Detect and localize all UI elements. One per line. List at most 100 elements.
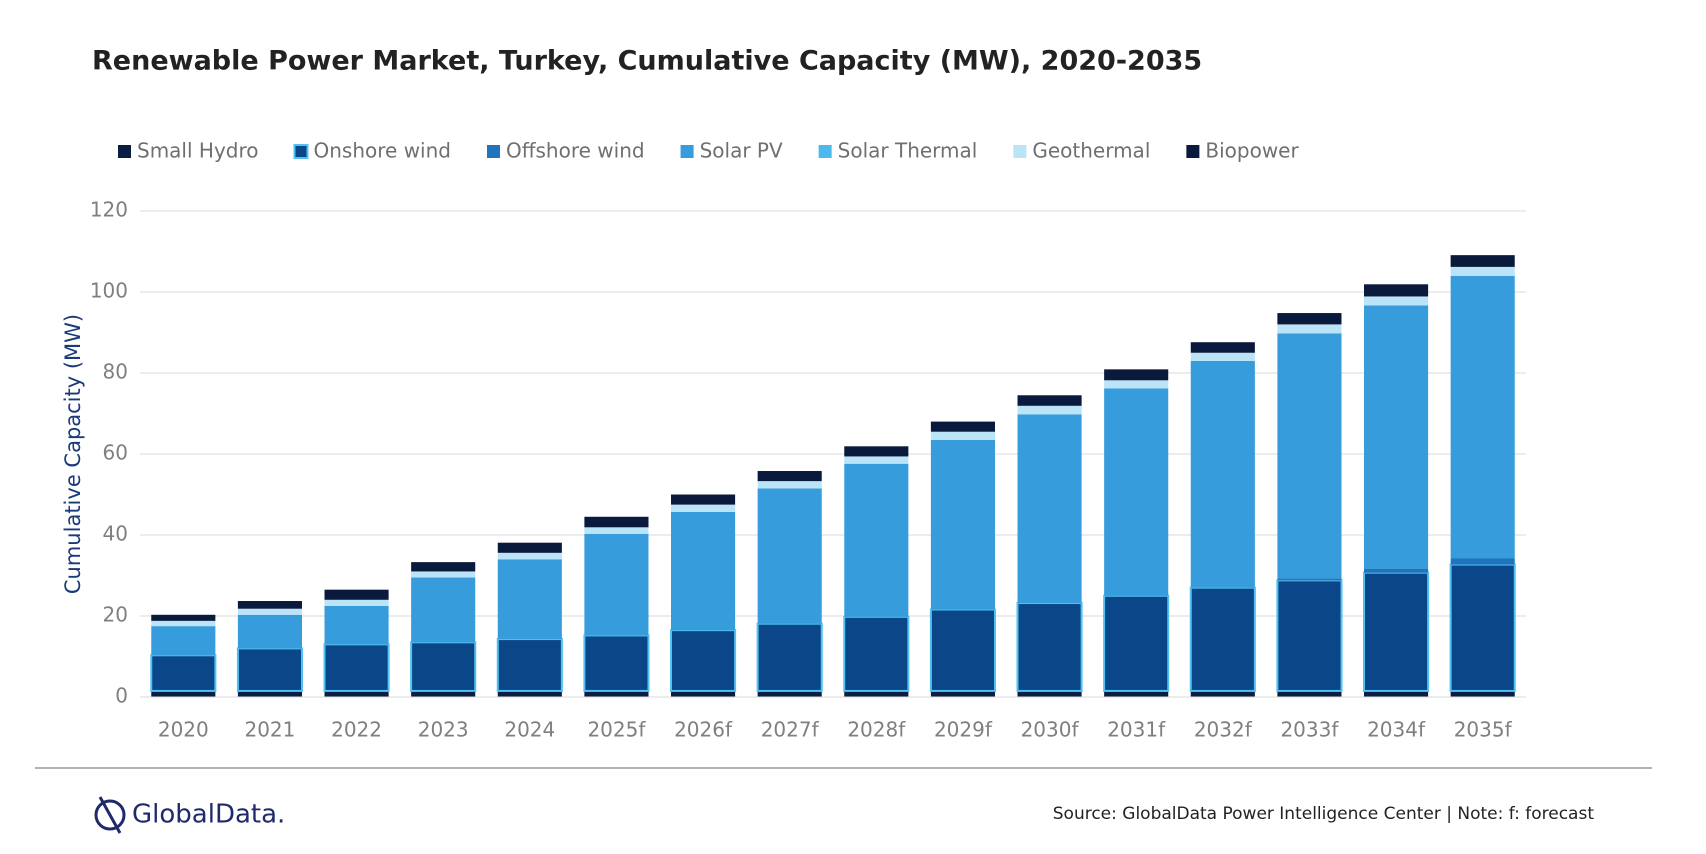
y-tick-label: 60 (103, 441, 128, 465)
bar-segment (757, 481, 822, 489)
bar-segment (411, 571, 476, 578)
bar-segment (1364, 305, 1429, 569)
bar-segment (1017, 395, 1082, 406)
y-tick-label: 0 (115, 684, 128, 708)
bar-segment (236, 647, 303, 692)
legend-swatch (293, 144, 309, 159)
legend-label: Solar PV (700, 139, 783, 163)
bar-segment (584, 527, 649, 534)
bar-segment (1363, 571, 1430, 692)
bar-segment (671, 690, 736, 697)
bar-segment (1017, 690, 1082, 697)
legend-label: Biopower (1205, 139, 1299, 163)
x-tick-label: 2024 (504, 718, 555, 742)
legend-label: Solar Thermal (838, 139, 978, 163)
bar-segment (1450, 275, 1515, 559)
bar-segment (411, 690, 476, 697)
legend-swatch (818, 145, 832, 158)
bar-segment (410, 641, 477, 692)
bar-segment (1364, 690, 1429, 697)
y-tick-label: 20 (103, 603, 128, 627)
bar-segment (930, 690, 995, 697)
bar-segment (584, 690, 649, 697)
bar-segment (930, 439, 995, 610)
legend-label: Offshore wind (506, 139, 645, 163)
bar-segment (1104, 388, 1169, 596)
bar-segment (1190, 352, 1255, 361)
legend-label: Small Hydro (137, 139, 259, 163)
bar-segment (1017, 414, 1082, 604)
x-tick-label: 2028f (847, 718, 906, 742)
bar-segment (670, 629, 737, 692)
x-tick-label: 2034f (1367, 718, 1426, 742)
bar-segment (1277, 313, 1342, 325)
bar-segment (324, 690, 389, 697)
bar-segment (584, 516, 649, 528)
bar-segment (411, 577, 476, 643)
bar-segment (1016, 602, 1083, 692)
bar-segment (756, 622, 823, 692)
y-tick-label: 100 (90, 279, 128, 303)
x-tick-label: 2022 (331, 718, 382, 742)
legend-swatch (1013, 145, 1027, 158)
bar-segment (323, 643, 390, 692)
bar-segment (929, 608, 996, 692)
bar-segment (757, 488, 822, 624)
x-tick-label: 2026f (674, 718, 733, 742)
bar-segment (930, 431, 995, 440)
bar-segment (843, 615, 910, 692)
bar-segment (1277, 324, 1342, 334)
bar-segment (151, 614, 216, 621)
x-tick-label: 2031f (1107, 718, 1166, 742)
bar-segment (1449, 563, 1516, 692)
bar-segment (1017, 405, 1082, 415)
bar-segment (1189, 586, 1256, 692)
bar-segment (411, 562, 476, 572)
bar-segment (1103, 594, 1170, 692)
bar-segment (1450, 255, 1515, 267)
bar-segment (497, 690, 562, 697)
bar-segment (1104, 369, 1169, 381)
x-tick-label: 2035f (1454, 718, 1513, 742)
bar-segment (150, 654, 217, 692)
x-tick-label: 2027f (761, 718, 820, 742)
bar-segment (1364, 284, 1429, 297)
bar-segment (1277, 578, 1342, 581)
bar-segment (1104, 380, 1169, 389)
bar-segment (584, 533, 649, 636)
legend-swatch (1186, 145, 1200, 158)
bar-segment (151, 620, 216, 627)
y-tick-label: 120 (90, 198, 128, 222)
bar-segment (930, 421, 995, 432)
bar-segment (757, 690, 822, 697)
bar-segment (324, 605, 389, 645)
bar-segment (1277, 690, 1342, 697)
bar-segment (1104, 690, 1169, 697)
x-tick-label: 2033f (1280, 718, 1339, 742)
bar-segment (497, 552, 562, 560)
bar-segment (1364, 296, 1429, 306)
x-tick-label: 2025f (587, 718, 646, 742)
bar-segment (1277, 333, 1342, 579)
bar-segment (1450, 690, 1515, 697)
bar-segment (1450, 558, 1515, 565)
bar-segment (671, 494, 736, 505)
x-tick-label: 2029f (934, 718, 993, 742)
logo-text: GlobalData. (132, 800, 285, 830)
bar-segment (583, 634, 650, 692)
bar-segment (496, 638, 563, 692)
bar-segment (757, 471, 822, 482)
x-tick-label: 2032f (1194, 718, 1253, 742)
legend-label: Onshore wind (314, 139, 451, 163)
bar-segment (237, 601, 302, 609)
bar-segment (237, 690, 302, 697)
bar-segment (151, 626, 216, 656)
bar-segment (1190, 690, 1255, 697)
bar-segment (1276, 579, 1343, 692)
bar-segment (1190, 342, 1255, 353)
y-tick-label: 40 (103, 522, 128, 546)
x-tick-label: 2021 (244, 718, 295, 742)
source-note: Source: GlobalData Power Intelligence Ce… (1053, 804, 1595, 824)
bar-segment (1364, 568, 1429, 573)
